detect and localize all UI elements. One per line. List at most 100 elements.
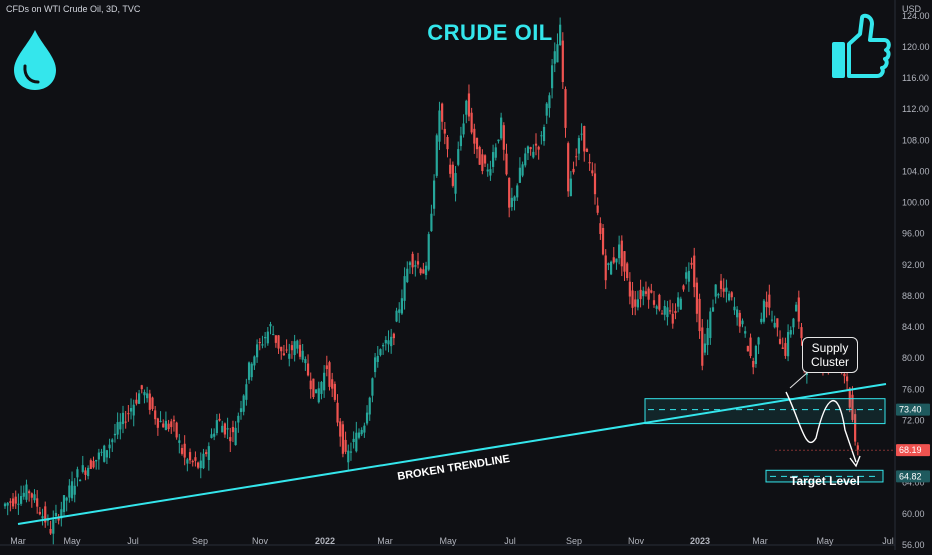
candle-body (532, 152, 534, 158)
candle-body (648, 289, 650, 300)
y-tick-label: 108.00 (902, 135, 930, 145)
candle-body (202, 454, 204, 468)
candle-body (125, 422, 127, 423)
candle-body (269, 324, 271, 326)
candle-body (422, 269, 424, 273)
candle-body (433, 181, 435, 209)
candle-body (130, 408, 132, 412)
candle-body (98, 453, 100, 460)
candle-body (108, 445, 110, 449)
candle-body (63, 495, 65, 512)
candle-body (28, 491, 30, 493)
candle-body (285, 350, 287, 351)
x-tick-label: Jul (127, 536, 139, 546)
candle-body (4, 504, 6, 507)
candle-body (15, 497, 17, 504)
candle-body (752, 361, 754, 367)
candle-body (642, 291, 644, 297)
candle-body (232, 427, 234, 432)
x-tick-label: Nov (628, 536, 645, 546)
candle-body (358, 433, 360, 438)
candle-body (543, 127, 545, 141)
candle-body (23, 493, 25, 497)
candle-body (479, 147, 481, 165)
candle-body (347, 451, 349, 463)
candle-body (597, 206, 599, 213)
candle-body (74, 486, 76, 495)
candle-body (141, 385, 143, 389)
candle-body (693, 256, 695, 288)
candle-body (465, 101, 467, 115)
candle-body (398, 309, 400, 312)
candle-body (149, 394, 151, 410)
y-tick-label: 116.00 (902, 73, 929, 83)
x-tick-label: 2023 (690, 536, 710, 546)
candle-body (403, 276, 405, 301)
candle-body (31, 493, 33, 497)
candle-body (106, 450, 108, 457)
y-tick-label: 76.00 (902, 384, 925, 394)
candle-body (259, 342, 261, 343)
candle-body (248, 362, 250, 379)
y-tick-label: 92.00 (902, 260, 925, 270)
candle-body (725, 288, 727, 292)
candle-body (331, 379, 333, 388)
candle-body (390, 337, 392, 346)
candle-body (538, 147, 540, 150)
candle-body (210, 434, 212, 438)
candle-body (481, 154, 483, 171)
candle-body (296, 341, 298, 349)
candle-body (457, 149, 459, 165)
candle-body (379, 349, 381, 355)
candle-body (572, 169, 574, 172)
candle-body (653, 300, 655, 305)
candle-body (111, 439, 113, 442)
candle-body (720, 281, 722, 289)
last-price-tag: 68.19 (899, 445, 922, 455)
candle-body (92, 461, 94, 467)
y-tick-label: 72.00 (902, 415, 925, 425)
candle-body (487, 170, 489, 172)
x-tick-label: Sep (566, 536, 582, 546)
candle-body (554, 51, 556, 63)
candle-body (205, 452, 207, 454)
candle-body (599, 223, 601, 234)
candle-body (489, 169, 491, 175)
candle-body (484, 155, 486, 163)
candle-body (184, 444, 186, 458)
candle-body (315, 389, 317, 393)
candle-body (103, 446, 105, 462)
candle-body (253, 356, 255, 365)
y-tick-label: 100.00 (902, 198, 930, 208)
x-tick-label: Jul (882, 536, 894, 546)
candle-body (623, 251, 625, 271)
candle-body (420, 269, 422, 274)
candle-body (119, 422, 121, 430)
candle-body (677, 297, 679, 306)
candle-body (165, 421, 167, 430)
supply-callout-line-2: Cluster (803, 355, 857, 369)
supply-cluster-callout: Supply Cluster (802, 337, 858, 373)
candle-body (613, 257, 615, 262)
y-tick-label: 104.00 (902, 166, 930, 176)
candle-body (192, 461, 194, 462)
candle-body (462, 123, 464, 134)
candle-body (736, 309, 738, 317)
candle-body (401, 298, 403, 313)
candle-body (717, 294, 719, 295)
candle-body (669, 310, 671, 311)
x-tick-label: Mar (10, 536, 26, 546)
candle-body (779, 339, 781, 344)
candle-body (712, 307, 714, 311)
candle-body (519, 168, 521, 183)
candle-body (159, 421, 161, 422)
candle-body (7, 503, 9, 506)
candle-body (224, 423, 226, 434)
candle-body (237, 416, 239, 423)
candle-body (704, 343, 706, 352)
candle-body (527, 146, 529, 153)
candle-body (189, 452, 191, 460)
candle-body (631, 290, 633, 307)
candle-body (564, 89, 566, 128)
